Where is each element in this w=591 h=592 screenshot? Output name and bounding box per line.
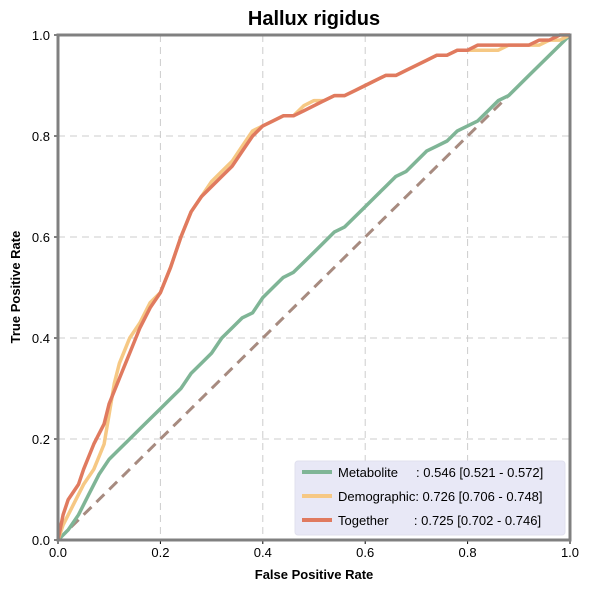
y-axis-label: True Positive Rate bbox=[8, 231, 23, 344]
legend-box bbox=[294, 460, 566, 536]
legend-label-demographic: Demographic: 0.726 [0.706 - 0.748] bbox=[338, 489, 543, 504]
roc-curve-metabolite bbox=[56, 33, 572, 542]
x-axis-ticks: 0.0 0.2 0.4 0.6 0.8 1.0 bbox=[49, 540, 579, 560]
plot-frame bbox=[56, 33, 572, 542]
y-tick-label: 0.0 bbox=[32, 533, 50, 548]
chance-diagonal-line bbox=[56, 33, 572, 542]
y-axis-ticks: 0.0 0.2 0.4 0.6 0.8 1.0 bbox=[32, 28, 58, 548]
x-tick-label: 0.8 bbox=[459, 545, 477, 560]
x-tick-label: 0.0 bbox=[49, 545, 67, 560]
x-tick-label: 0.2 bbox=[151, 545, 169, 560]
roc-curve-demographic bbox=[56, 33, 571, 541]
y-tick-label: 1.0 bbox=[32, 28, 50, 43]
legend: Metabolite : 0.546 [0.521 - 0.572] Demog… bbox=[294, 460, 566, 536]
y-tick-label: 0.2 bbox=[32, 432, 50, 447]
x-axis-label: False Positive Rate bbox=[255, 567, 374, 582]
legend-label-together: Together : 0.725 [0.702 - 0.746] bbox=[338, 513, 541, 528]
legend-label-metabolite: Metabolite : 0.546 [0.521 - 0.572] bbox=[338, 465, 543, 480]
y-tick-label: 0.4 bbox=[32, 331, 50, 346]
y-tick-label: 0.8 bbox=[32, 129, 50, 144]
x-tick-label: 1.0 bbox=[561, 545, 579, 560]
y-tick-label: 0.6 bbox=[32, 230, 50, 245]
x-tick-label: 0.6 bbox=[356, 545, 374, 560]
x-tick-label: 0.4 bbox=[254, 545, 272, 560]
roc-curve-together bbox=[56, 33, 570, 541]
chart-title: Hallux rigidus bbox=[248, 8, 380, 30]
roc-curves bbox=[56, 33, 572, 542]
